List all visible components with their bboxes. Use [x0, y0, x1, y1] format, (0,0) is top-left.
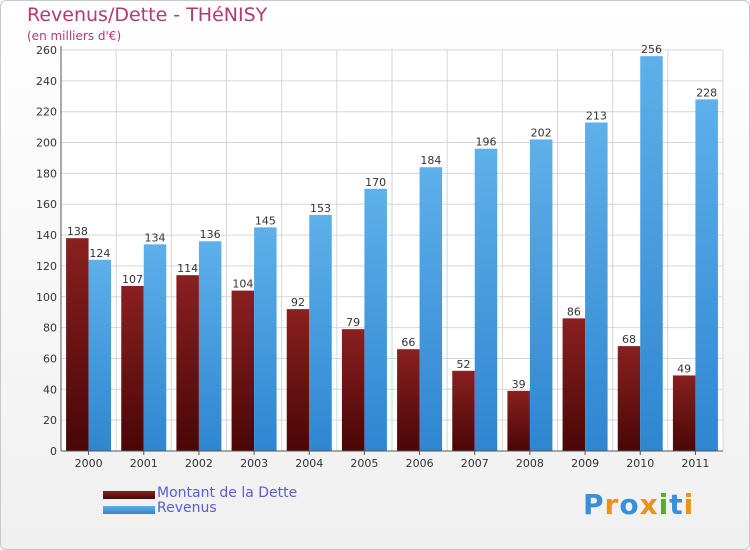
y-tick-label: 160 — [36, 198, 57, 211]
data-label-revenue: 124 — [89, 247, 110, 260]
x-tick-label: 2003 — [240, 457, 268, 470]
logo-letter: t — [669, 488, 684, 521]
bar-revenue — [419, 167, 443, 451]
x-tick-label: 2008 — [516, 457, 544, 470]
data-label-revenue: 145 — [255, 214, 276, 227]
bar-debt — [231, 290, 255, 451]
y-tick-label: 80 — [43, 322, 57, 335]
x-tick-label: 2005 — [350, 457, 378, 470]
y-tick-label: 140 — [36, 229, 57, 242]
bar-debt — [617, 346, 641, 451]
data-label-revenue: 202 — [531, 126, 552, 139]
x-tick-label: 2007 — [461, 457, 489, 470]
bar-debt — [176, 275, 199, 451]
bar-revenue — [640, 56, 663, 452]
bar-debt — [562, 318, 586, 451]
chart-title: Revenus/Dette - THéNISY — [27, 4, 268, 26]
data-label-debt: 39 — [512, 378, 526, 391]
y-tick-label: 60 — [43, 352, 57, 365]
data-label-debt: 92 — [291, 296, 305, 309]
data-label-debt: 114 — [177, 262, 198, 275]
logo-letter: r — [604, 488, 620, 521]
x-tick-label: 2001 — [130, 457, 158, 470]
y-tick-label: 0 — [50, 445, 57, 458]
data-label-revenue: 153 — [310, 202, 331, 215]
y-tick-label: 180 — [36, 167, 57, 180]
bar-revenue — [695, 99, 718, 451]
data-label-revenue: 196 — [476, 136, 497, 149]
bar-revenue — [88, 259, 112, 451]
data-label-debt: 104 — [232, 278, 253, 291]
x-tick-label: 2004 — [295, 457, 323, 470]
bar-debt — [341, 329, 365, 451]
y-tick-label: 200 — [36, 137, 57, 150]
proxiti-logo: Proxiti — [583, 488, 694, 521]
data-label-revenue: 184 — [420, 154, 441, 167]
data-label-debt: 86 — [567, 305, 581, 318]
data-label-revenue: 256 — [641, 43, 662, 56]
data-label-revenue: 170 — [365, 176, 386, 189]
logo-letter: x — [639, 488, 659, 521]
data-label-debt: 138 — [67, 225, 88, 238]
y-tick-label: 20 — [43, 414, 57, 427]
x-tick-label: 2006 — [406, 457, 434, 470]
y-tick-label: 120 — [36, 260, 57, 273]
y-tick-label: 40 — [43, 383, 57, 396]
x-tick-label: 2010 — [626, 457, 654, 470]
bar-revenue — [198, 241, 222, 451]
x-tick-label: 2000 — [75, 457, 103, 470]
bar-debt — [66, 238, 89, 451]
y-tick-label: 240 — [36, 75, 57, 88]
bars — [66, 56, 718, 452]
bar-debt — [286, 309, 310, 451]
data-label-debt: 68 — [622, 333, 636, 346]
bar-revenue — [143, 244, 167, 451]
chart-subtitle: (en milliers d'€) — [27, 29, 122, 43]
y-tick-label: 220 — [36, 106, 57, 119]
bar-debt — [121, 285, 144, 451]
bar-revenue — [585, 122, 608, 451]
data-label-revenue: 228 — [696, 86, 717, 99]
logo-letter: o — [619, 488, 640, 521]
bar-revenue — [309, 215, 332, 451]
data-label-debt: 66 — [401, 336, 415, 349]
legend-swatch-revenue — [103, 506, 155, 514]
bar-revenue — [364, 188, 387, 452]
bar-debt — [507, 390, 530, 451]
x-tick-label: 2009 — [571, 457, 599, 470]
legend-label-revenue: Revenus — [157, 500, 217, 516]
data-label-debt: 52 — [457, 358, 471, 371]
logo-letter: i — [658, 488, 670, 521]
axes: 0 20 40 60 80 100 120 140 160 180 200 220 240 260 2000… — [36, 44, 723, 470]
bar-debt — [672, 375, 696, 451]
legend-swatch-debt — [103, 491, 155, 499]
legend-label-debt: Montant de la Dette — [157, 485, 298, 501]
x-tick-label: 2011 — [681, 457, 709, 470]
data-label-revenue: 134 — [145, 231, 166, 244]
logo-letter: i — [683, 488, 695, 521]
bar-debt — [452, 370, 475, 451]
grid-lines — [60, 49, 724, 452]
x-tick-label: 2002 — [185, 457, 213, 470]
data-label-debt: 79 — [346, 316, 360, 329]
data-label-debt: 49 — [677, 362, 691, 375]
bar-revenue — [254, 227, 277, 451]
data-label-revenue: 136 — [200, 228, 221, 241]
bar-revenue — [474, 148, 498, 451]
y-tick-label: 260 — [36, 44, 57, 57]
bar-revenue — [529, 139, 553, 451]
y-tick-label: 100 — [36, 291, 57, 304]
data-label-debt: 107 — [122, 273, 143, 286]
data-label-revenue: 213 — [586, 109, 607, 122]
logo-letter: P — [583, 488, 605, 521]
bar-debt — [397, 349, 420, 451]
